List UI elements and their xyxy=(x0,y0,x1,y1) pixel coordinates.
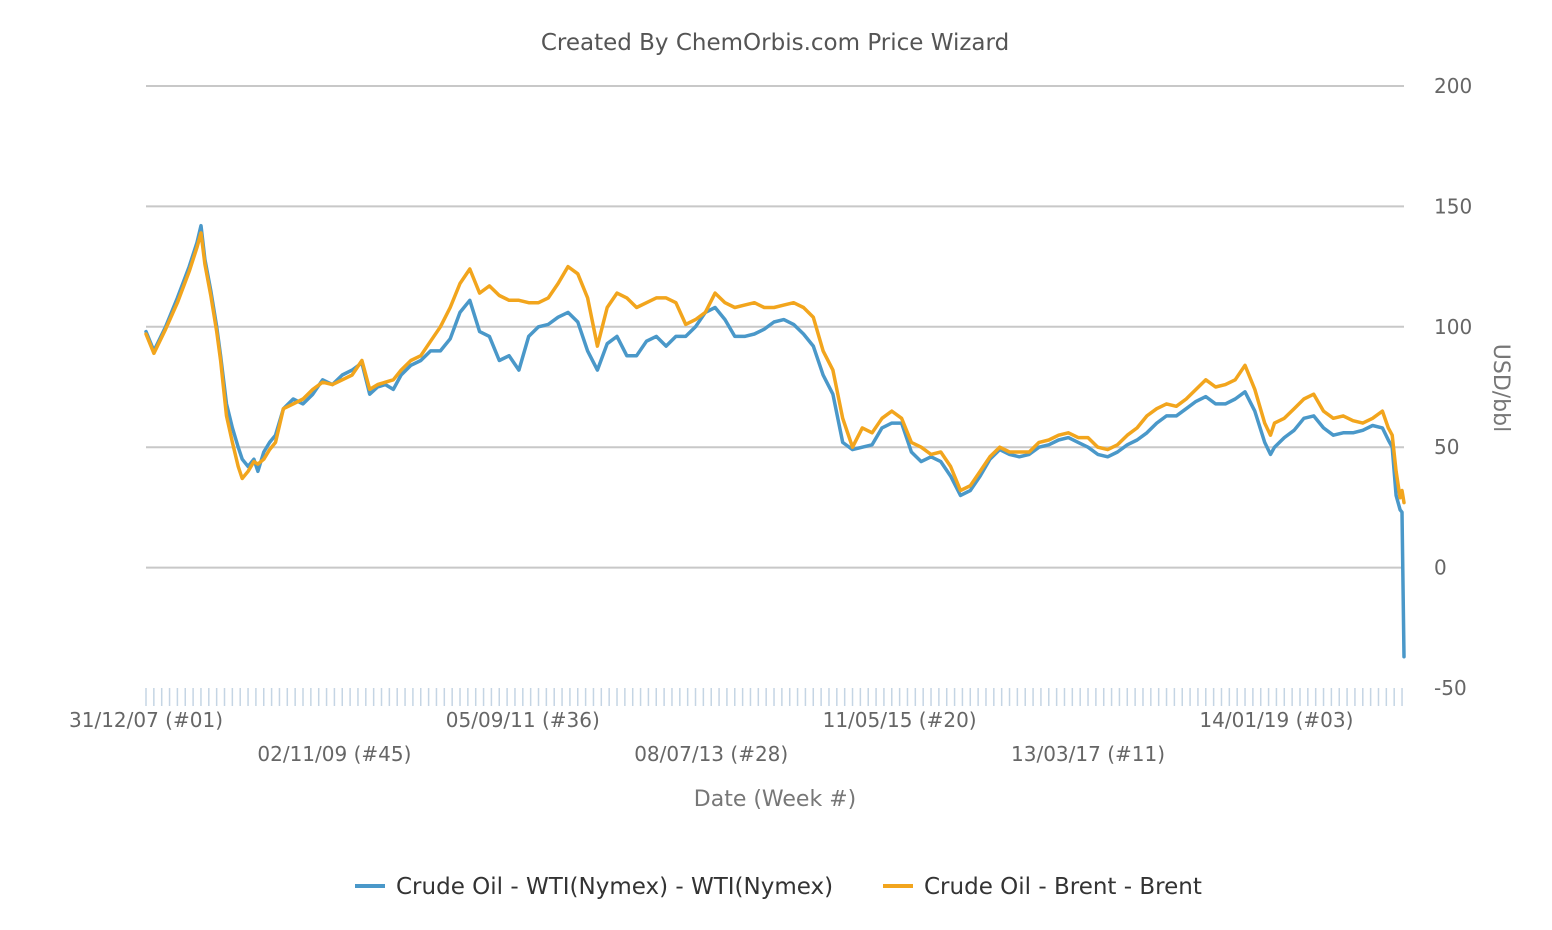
y-axis-title: USD/bbl xyxy=(1488,344,1513,432)
series-lines xyxy=(144,223,1406,659)
legend-item-wti[interactable]: Crude Oil - WTI(Nymex) - WTI(Nymex) xyxy=(355,874,833,900)
y-tick-label: 50 xyxy=(1434,435,1459,459)
x-tick-label: 08/07/13 (#28) xyxy=(634,742,788,766)
x-tick-label: 13/03/17 (#11) xyxy=(1011,742,1165,766)
x-tick-label: 05/09/11 (#36) xyxy=(446,708,600,732)
y-tick-label: 0 xyxy=(1434,556,1447,580)
y-tick-label: 150 xyxy=(1434,194,1472,218)
legend-label: Crude Oil - Brent - Brent xyxy=(924,874,1202,900)
x-tick-label: 02/11/09 (#45) xyxy=(257,742,411,766)
y-tick-label: -50 xyxy=(1434,676,1467,700)
chart-title: Created By ChemOrbis.com Price Wizard xyxy=(541,30,1009,56)
series-line-wti xyxy=(144,223,1406,659)
gridlines xyxy=(146,85,1404,569)
legend: Crude Oil - WTI(Nymex) - WTI(Nymex) Crude… xyxy=(355,874,1202,900)
legend-item-brent[interactable]: Crude Oil - Brent - Brent xyxy=(883,874,1202,900)
legend-label: Crude Oil - WTI(Nymex) - WTI(Nymex) xyxy=(396,874,833,900)
x-tick-label: 31/12/07 (#01) xyxy=(69,708,223,732)
y-tick-label: 100 xyxy=(1434,315,1472,339)
x-tick-labels: 31/12/07 (#01) 02/11/09 (#45) 05/09/11 (#3… xyxy=(69,708,1353,766)
y-tick-labels: 200 150 100 50 0 -50 xyxy=(1434,74,1472,700)
x-tick-label: 14/01/19 (#03) xyxy=(1199,708,1353,732)
x-axis-title: Date (Week #) xyxy=(694,787,856,812)
y-tick-label: 200 xyxy=(1434,74,1472,98)
series-line-brent xyxy=(144,231,1406,505)
x-tick-label: 11/05/15 (#20) xyxy=(823,708,977,732)
x-minor-ticks xyxy=(145,688,1403,706)
